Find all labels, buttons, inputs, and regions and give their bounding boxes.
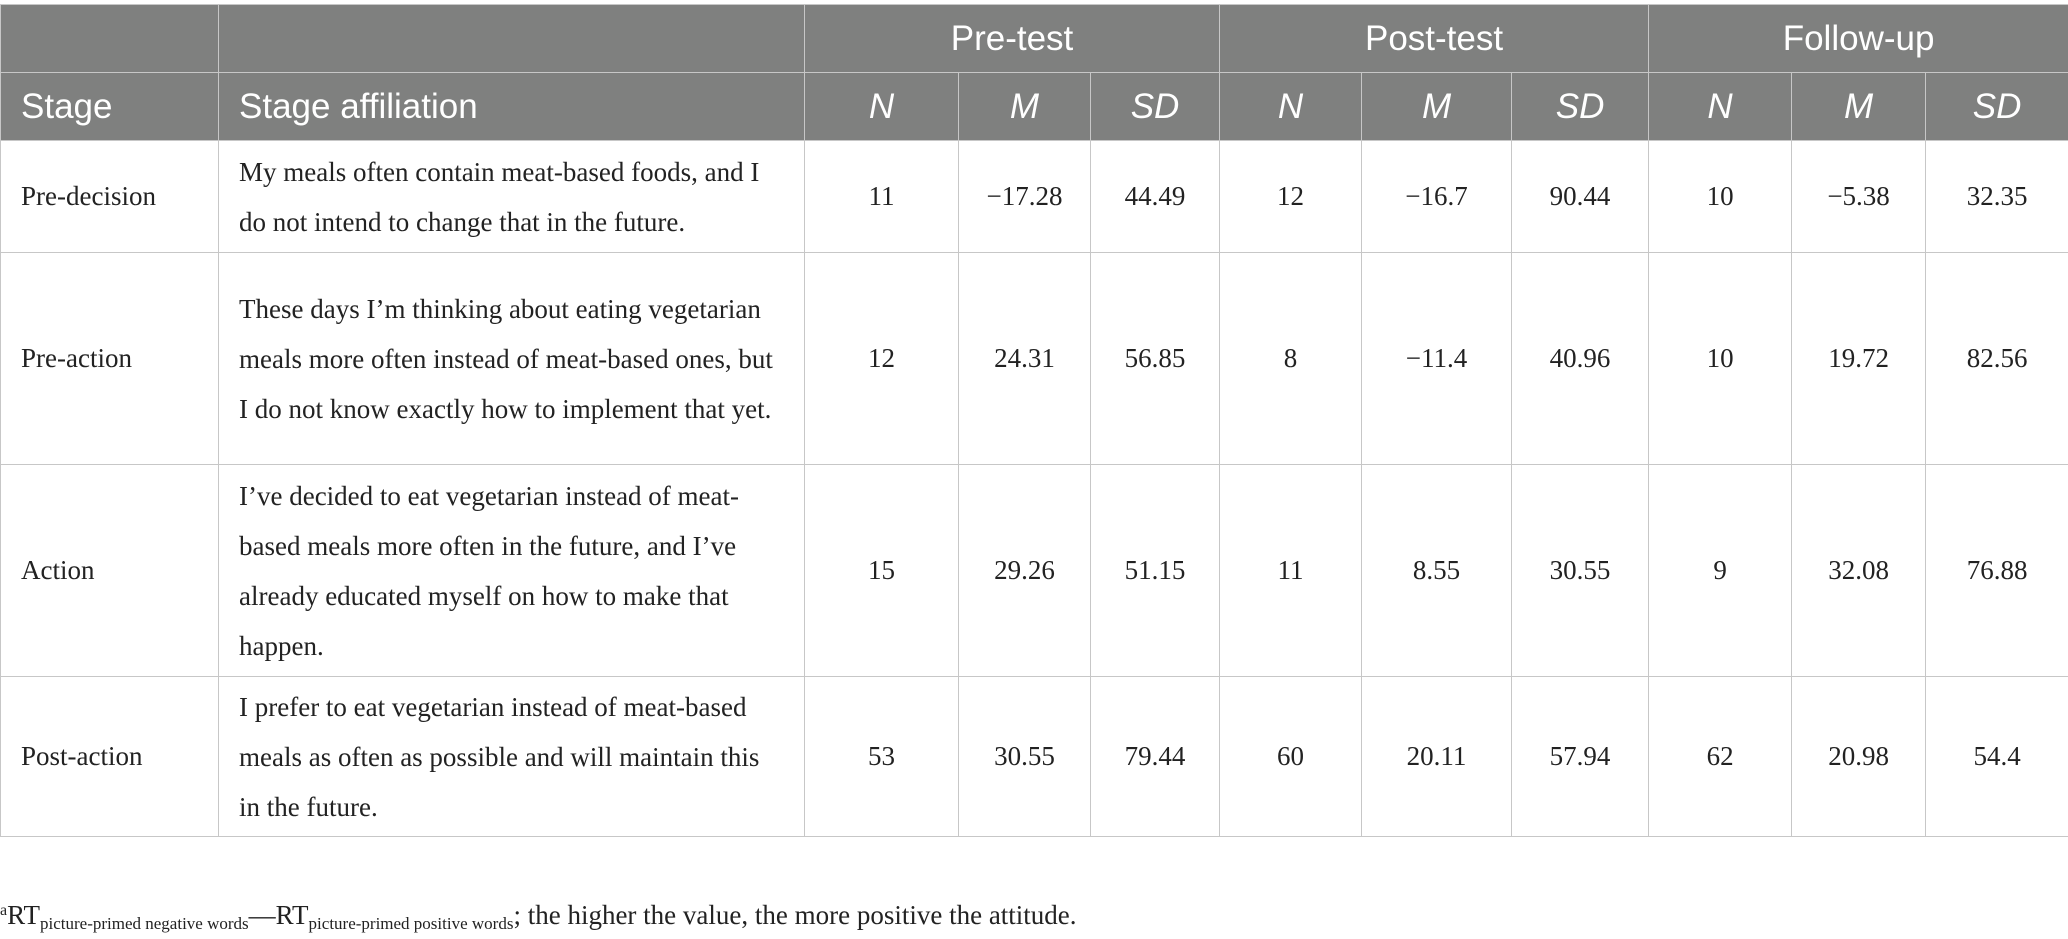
value-cell: 57.94 bbox=[1511, 676, 1650, 837]
footnote-rt-negative: RT bbox=[7, 900, 40, 930]
value-cell: −17.28 bbox=[958, 140, 1091, 253]
value-cell: 44.49 bbox=[1089, 140, 1221, 253]
value-cell: 79.44 bbox=[1089, 676, 1221, 837]
table-row: Action I’ve decided to eat vegetarian in… bbox=[0, 464, 2068, 677]
results-table: Pre-test Post-test Follow-up Stage Stage… bbox=[0, 4, 2068, 837]
stage-cell: Pre-action bbox=[0, 252, 219, 465]
value-cell: 29.26 bbox=[958, 464, 1091, 677]
affiliation-cell: I prefer to eat vegetarian instead of me… bbox=[218, 676, 805, 837]
value-cell: 30.55 bbox=[1511, 464, 1650, 677]
value-cell: 54.4 bbox=[1925, 676, 2068, 837]
value-cell: 60 bbox=[1219, 676, 1363, 837]
value-cell: 8.55 bbox=[1361, 464, 1513, 677]
header-group-follow-up: Follow-up bbox=[1648, 4, 2068, 73]
value-cell: 56.85 bbox=[1089, 252, 1221, 465]
stage-cell: Pre-decision bbox=[0, 140, 219, 253]
value-cell: 12 bbox=[804, 252, 959, 465]
value-cell: 10 bbox=[1648, 140, 1793, 253]
value-cell: 20.11 bbox=[1361, 676, 1513, 837]
header-post-m: M bbox=[1361, 72, 1513, 141]
header-pre-n: N bbox=[804, 72, 959, 141]
value-cell: 15 bbox=[804, 464, 959, 677]
value-cell: 20.98 bbox=[1791, 676, 1927, 837]
value-cell: −16.7 bbox=[1361, 140, 1513, 253]
stage-cell: Action bbox=[0, 464, 219, 677]
value-cell: 32.08 bbox=[1791, 464, 1927, 677]
affiliation-cell: These days I’m thinking about eating veg… bbox=[218, 252, 805, 465]
header-group-post-test: Post-test bbox=[1219, 4, 1650, 73]
footnote-sub-positive: picture-primed positive words bbox=[308, 914, 514, 933]
table-row: Post-action I prefer to eat vegetarian i… bbox=[0, 676, 2068, 837]
header-pre-sd: SD bbox=[1089, 72, 1221, 141]
table-row: Pre-decision My meals often contain meat… bbox=[0, 140, 2068, 253]
value-cell: 11 bbox=[1219, 464, 1363, 677]
footnote-rt-positive: RT bbox=[275, 900, 309, 930]
footnote-text: ; the higher the value, the more positiv… bbox=[513, 900, 1077, 930]
header-group-pre-test: Pre-test bbox=[803, 4, 1221, 73]
header-pre-m: M bbox=[958, 72, 1091, 141]
header-group-row: Pre-test Post-test Follow-up bbox=[0, 4, 2068, 73]
header-post-sd: SD bbox=[1511, 72, 1650, 141]
header-stage: Stage bbox=[0, 72, 219, 141]
value-cell: 30.55 bbox=[958, 676, 1091, 837]
affiliation-cell: My meals often contain meat-based foods,… bbox=[218, 140, 805, 253]
stage-cell: Post-action bbox=[0, 676, 219, 837]
value-cell: 82.56 bbox=[1925, 252, 2068, 465]
value-cell: 12 bbox=[1219, 140, 1363, 253]
value-cell: 19.72 bbox=[1791, 252, 1927, 465]
value-cell: 10 bbox=[1648, 252, 1793, 465]
table-footnote: aRTpicture-primed negative words—RTpictu… bbox=[0, 900, 1077, 934]
value-cell: −5.38 bbox=[1791, 140, 1927, 253]
header-follow-sd: SD bbox=[1925, 72, 2068, 141]
value-cell: 51.15 bbox=[1089, 464, 1221, 677]
footnote-dash: — bbox=[248, 900, 276, 930]
value-cell: 32.35 bbox=[1925, 140, 2068, 253]
value-cell: −11.4 bbox=[1361, 252, 1513, 465]
header-stage-affiliation: Stage affiliation bbox=[218, 72, 805, 141]
header-follow-m: M bbox=[1791, 72, 1927, 141]
value-cell: 53 bbox=[804, 676, 959, 837]
value-cell: 24.31 bbox=[958, 252, 1091, 465]
header-post-n: N bbox=[1219, 72, 1363, 141]
value-cell: 90.44 bbox=[1511, 140, 1650, 253]
value-cell: 9 bbox=[1648, 464, 1793, 677]
header-column-row: Stage Stage affiliation N M SD N M SD N … bbox=[0, 72, 2068, 141]
footnote-marker: a bbox=[0, 902, 8, 919]
value-cell: 11 bbox=[804, 140, 959, 253]
footnote-sub-negative: picture-primed negative words bbox=[40, 914, 249, 933]
value-cell: 62 bbox=[1648, 676, 1793, 837]
value-cell: 40.96 bbox=[1511, 252, 1650, 465]
header-blank-affiliation bbox=[218, 4, 805, 73]
value-cell: 76.88 bbox=[1925, 464, 2068, 677]
header-blank-stage bbox=[0, 4, 219, 73]
header-follow-n: N bbox=[1648, 72, 1793, 141]
affiliation-cell: I’ve decided to eat vegetarian instead o… bbox=[218, 464, 805, 677]
table-row: Pre-action These days I’m thinking about… bbox=[0, 252, 2068, 465]
value-cell: 8 bbox=[1219, 252, 1363, 465]
